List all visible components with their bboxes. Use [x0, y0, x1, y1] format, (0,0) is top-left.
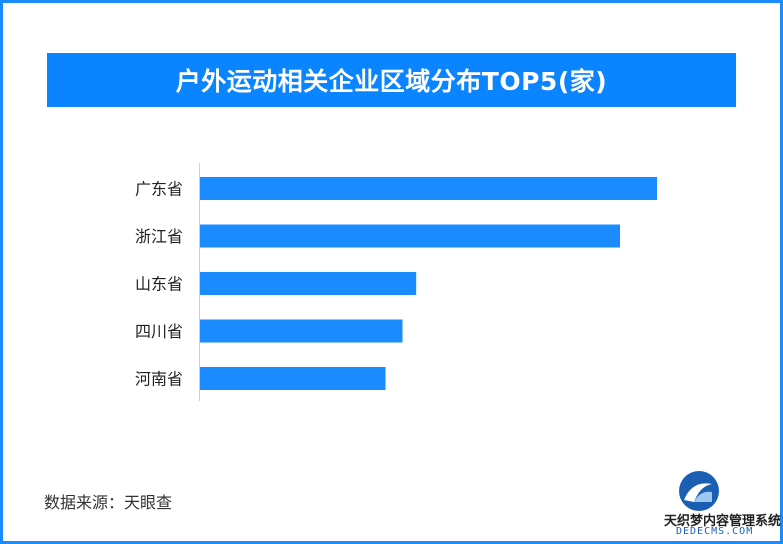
bar-4 [200, 319, 403, 343]
data-source: 数据来源：天眼查 [44, 493, 173, 512]
chart-title: 户外运动相关企业区域分布TOP5(家) [175, 67, 608, 96]
watermark-brand: 天织梦内容管理系统 [664, 514, 782, 529]
category-label-4: 四川省 [135, 322, 183, 341]
category-label-1: 广东省 [135, 180, 183, 199]
bars-group [200, 177, 657, 390]
watermark-logo: 天织梦内容管理系统 DEDECMS.COM [650, 468, 783, 544]
bar-1 [200, 177, 657, 200]
category-label-3: 山东省 [135, 275, 183, 294]
dedecms-logo-icon [679, 471, 719, 511]
category-label-2: 浙江省 [135, 227, 183, 246]
category-label-5: 河南省 [135, 370, 183, 389]
bar-5 [200, 367, 386, 390]
bar-3 [200, 272, 417, 295]
title-banner: 户外运动相关企业区域分布TOP5(家) [47, 53, 736, 107]
watermark-domain: DEDECMS.COM [676, 526, 754, 537]
bar-2 [200, 224, 620, 248]
